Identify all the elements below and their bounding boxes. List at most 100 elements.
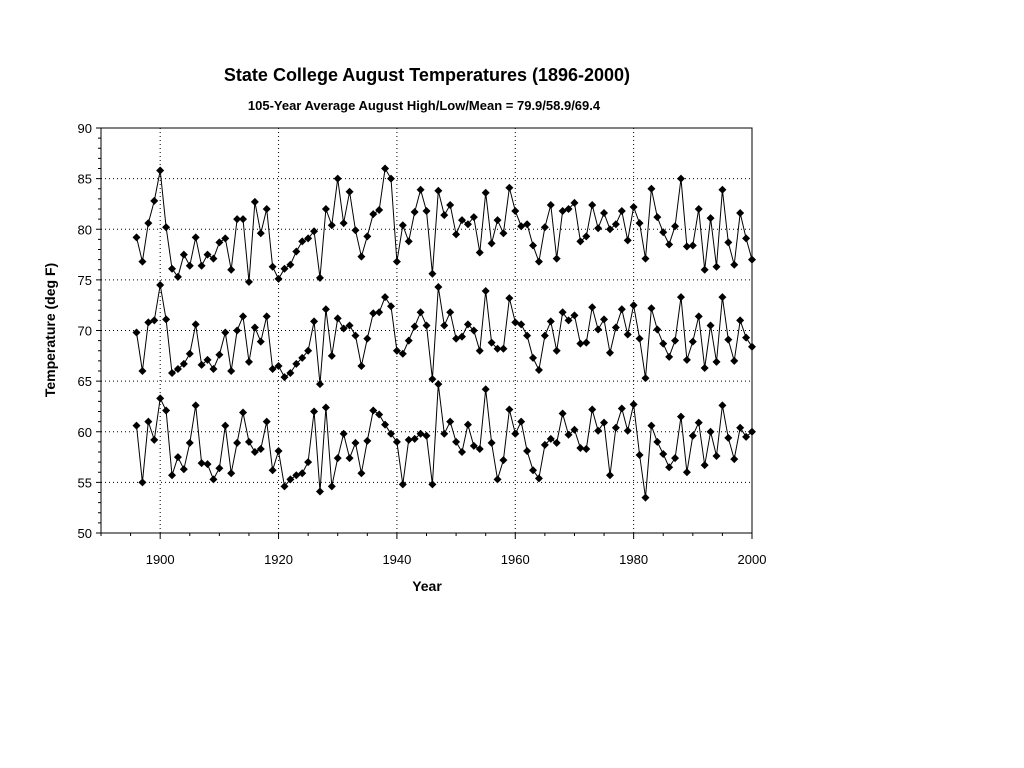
- data-point: [197, 459, 206, 468]
- data-point: [706, 427, 715, 436]
- data-point: [268, 262, 277, 271]
- data-point: [647, 304, 656, 313]
- tick-marks: [96, 127, 753, 539]
- data-point: [233, 215, 242, 224]
- data-point: [475, 346, 484, 355]
- data-point: [458, 448, 467, 456]
- tick-labels: 50 55 60 65 70 75 80 85 90 1900 1920 1940 1960 1980 20…: [78, 121, 767, 567]
- data-point: [132, 421, 141, 430]
- data-point: [410, 322, 419, 331]
- y-tick-label: 55: [78, 475, 92, 490]
- data-point: [250, 323, 259, 332]
- data-point: [742, 333, 751, 342]
- data-point: [298, 237, 307, 246]
- data-point: [505, 405, 514, 414]
- series-1: [132, 280, 756, 389]
- data-point: [499, 456, 508, 465]
- data-point: [173, 364, 182, 373]
- data-point: [611, 423, 620, 432]
- data-point: [179, 250, 188, 259]
- series-line: [136, 284, 753, 385]
- data-point: [706, 321, 715, 330]
- x-tick-label: 2000: [738, 552, 767, 567]
- data-point: [629, 202, 638, 211]
- data-point: [493, 344, 502, 353]
- x-tick-label: 1940: [382, 552, 411, 567]
- data-point: [434, 282, 443, 291]
- data-point: [517, 320, 526, 329]
- data-point: [428, 269, 437, 278]
- data-point: [197, 360, 206, 369]
- data-point: [588, 200, 597, 209]
- data-point: [233, 438, 242, 447]
- data-point: [310, 227, 319, 236]
- data-point: [304, 234, 313, 243]
- data-point: [493, 216, 502, 225]
- data-point: [605, 471, 614, 480]
- data-point: [493, 475, 502, 484]
- data-point: [605, 348, 614, 357]
- x-tick-label: 1920: [264, 552, 293, 567]
- data-point: [369, 210, 378, 219]
- data-point: [191, 401, 200, 410]
- data-point: [546, 200, 555, 209]
- data-point: [304, 346, 313, 355]
- data-point: [209, 254, 218, 263]
- data-point: [570, 311, 579, 320]
- data-point: [203, 250, 212, 259]
- data-point: [588, 405, 597, 414]
- data-point: [357, 361, 366, 370]
- data-point: [351, 226, 360, 235]
- data-point: [700, 265, 709, 274]
- data-point: [665, 240, 674, 249]
- data-point: [671, 336, 680, 345]
- data-point: [286, 475, 295, 484]
- y-tick-label: 50: [78, 526, 92, 541]
- data-point: [398, 221, 407, 230]
- data-point: [617, 207, 626, 216]
- data-point: [635, 334, 644, 343]
- data-point: [600, 209, 609, 218]
- data-point: [469, 213, 478, 222]
- data-point: [162, 315, 171, 324]
- y-tick-label: 60: [78, 425, 92, 440]
- data-point: [280, 373, 289, 382]
- data-point: [659, 450, 668, 459]
- data-point: [576, 339, 585, 348]
- data-point: [694, 205, 703, 213]
- data-point: [221, 421, 230, 430]
- data-point: [144, 219, 153, 228]
- data-point: [635, 219, 644, 228]
- data-point: [694, 418, 703, 427]
- data-point: [191, 320, 200, 329]
- y-tick-label: 80: [78, 222, 92, 237]
- data-point: [552, 254, 561, 263]
- data-point: [422, 431, 431, 440]
- data-point: [499, 229, 508, 238]
- data-point: [665, 463, 674, 472]
- data-point: [611, 220, 620, 229]
- data-point: [363, 232, 372, 241]
- data-point: [724, 335, 733, 344]
- data-point: [233, 326, 242, 335]
- data-point: [185, 261, 194, 270]
- data-point: [339, 429, 348, 438]
- data-point: [736, 316, 745, 325]
- data-point: [381, 420, 390, 429]
- data-point: [262, 417, 271, 426]
- data-point: [434, 186, 443, 195]
- data-point: [452, 437, 461, 446]
- data-point: [404, 237, 413, 246]
- data-point: [558, 409, 567, 418]
- data-point: [582, 444, 591, 453]
- data-point: [523, 331, 532, 340]
- data-point: [274, 274, 283, 283]
- data-point: [458, 216, 467, 225]
- data-point: [375, 410, 384, 419]
- data-point: [511, 429, 520, 438]
- series-2: [132, 380, 756, 502]
- data-point: [617, 404, 626, 413]
- data-point: [351, 331, 360, 340]
- data-series: [132, 164, 756, 502]
